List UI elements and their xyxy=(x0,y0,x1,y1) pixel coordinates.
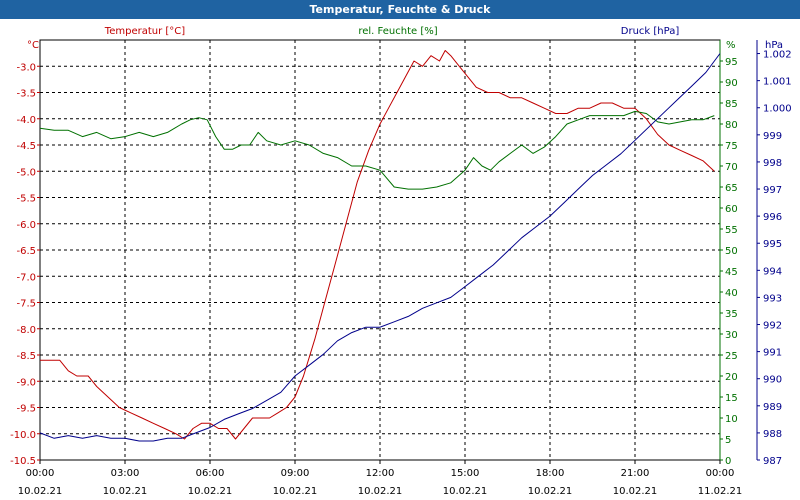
temperature-tick-label: -7.5 xyxy=(16,299,36,310)
humidity-axis-label: rel. Feuchte [%] xyxy=(358,26,437,37)
pressure-tick-label: 990 xyxy=(763,375,782,386)
humidity-tick-label: 30 xyxy=(725,330,738,341)
temperature-tick-label: -10.5 xyxy=(10,456,36,467)
humidity-tick-label: 90 xyxy=(725,78,738,89)
temperature-tick-label: -6.0 xyxy=(16,220,36,231)
x-tick-label-time: 18:00 xyxy=(536,468,565,479)
x-tick-label-time: 09:00 xyxy=(281,468,310,479)
temperature-tick-label: -3.0 xyxy=(16,62,36,73)
x-tick-label-date: 10.02.21 xyxy=(188,486,233,497)
pressure-tick-label: 987 xyxy=(763,456,782,467)
x-tick-label-date: 10.02.21 xyxy=(613,486,658,497)
humidity-tick-label: 15 xyxy=(725,393,738,404)
temperature-tick-label: -3.5 xyxy=(16,89,36,100)
pressure-tick-label: 988 xyxy=(763,429,782,440)
temperature-tick-label: -9.5 xyxy=(16,404,36,415)
temperature-tick-label: -5.0 xyxy=(16,167,36,178)
humidity-line xyxy=(39,110,715,190)
humidity-tick-label: 40 xyxy=(725,288,738,299)
x-tick-label-date: 11.02.21 xyxy=(698,486,743,497)
x-tick-label-time: 21:00 xyxy=(621,468,650,479)
pressure-axis-label: Druck [hPa] xyxy=(621,26,680,37)
x-tick-label-time: 12:00 xyxy=(366,468,395,479)
humidity-tick-label: 85 xyxy=(725,99,738,110)
temperature-tick-label: -9.0 xyxy=(16,377,36,388)
temperature-tick-label: -6.5 xyxy=(16,246,36,257)
humidity-tick-label: 35 xyxy=(725,309,738,320)
humidity-unit-label: % xyxy=(726,40,736,51)
temperature-tick-label: -4.0 xyxy=(16,115,36,126)
x-tick-label-time: 03:00 xyxy=(111,468,140,479)
humidity-tick-label: 80 xyxy=(725,120,738,131)
temperature-line xyxy=(40,50,715,440)
pressure-tick-label: 993 xyxy=(763,293,782,304)
temperature-axis-label: Temperatur [°C] xyxy=(104,26,185,37)
temperature-unit-label: °C xyxy=(27,40,39,51)
x-tick-label-date: 10.02.21 xyxy=(273,486,318,497)
pressure-tick-label: 999 xyxy=(763,131,782,142)
grid xyxy=(39,39,721,461)
x-tick-label-date: 10.02.21 xyxy=(443,486,488,497)
pressure-tick-label: 1.000 xyxy=(763,104,792,115)
temperature-tick-label: -8.5 xyxy=(16,351,36,362)
x-tick-label-time: 00:00 xyxy=(706,468,735,479)
pressure-line xyxy=(39,53,721,442)
humidity-tick-label: 10 xyxy=(725,414,738,425)
pressure-tick-label: 992 xyxy=(763,321,782,332)
x-tick-label-date: 10.02.21 xyxy=(103,486,148,497)
x-tick-label-date: 10.02.21 xyxy=(18,486,63,497)
humidity-tick-label: 25 xyxy=(725,351,738,362)
pressure-tick-label: 1.002 xyxy=(763,50,792,61)
temperature-tick-label: -5.5 xyxy=(16,194,36,205)
humidity-tick-label: 65 xyxy=(725,183,738,194)
humidity-tick-label: 95 xyxy=(725,57,738,68)
pressure-tick-label: 995 xyxy=(763,239,782,250)
x-tick-label-time: 00:00 xyxy=(26,468,55,479)
x-tick-label-date: 10.02.21 xyxy=(528,486,573,497)
pressure-tick-label: 991 xyxy=(763,348,782,359)
pressure-tick-label: 989 xyxy=(763,402,782,413)
temperature-tick-label: -10.0 xyxy=(10,430,36,441)
humidity-tick-label: 20 xyxy=(725,372,738,383)
pressure-tick-label: 994 xyxy=(763,266,782,277)
pressure-tick-label: 996 xyxy=(763,212,782,223)
series-lines xyxy=(39,50,721,442)
x-tick-label-time: 15:00 xyxy=(451,468,480,479)
humidity-tick-label: 70 xyxy=(725,162,738,173)
humidity-tick-label: 75 xyxy=(725,141,738,152)
pressure-tick-label: 998 xyxy=(763,158,782,169)
humidity-tick-label: 5 xyxy=(725,435,731,446)
pressure-tick-label: 997 xyxy=(763,185,782,196)
humidity-tick-label: 45 xyxy=(725,267,738,278)
temperature-tick-label: -7.0 xyxy=(16,272,36,283)
axes: 00:00 10.02.21 03:00 10.02.21 06:00 10.02.21 0… xyxy=(10,40,792,497)
x-tick-label-time: 06:00 xyxy=(196,468,225,479)
humidity-tick-label: 0 xyxy=(725,456,731,467)
humidity-tick-label: 55 xyxy=(725,225,738,236)
x-tick-label-date: 10.02.21 xyxy=(358,486,403,497)
pressure-unit-label: hPa xyxy=(765,40,783,51)
chart-title: Temperatur, Feuchte & Druck xyxy=(0,0,800,19)
temperature-tick-label: -8.0 xyxy=(16,325,36,336)
humidity-tick-label: 50 xyxy=(725,246,738,257)
humidity-tick-label: 60 xyxy=(725,204,738,215)
pressure-tick-label: 1.001 xyxy=(763,77,792,88)
temperature-tick-label: -4.5 xyxy=(16,141,36,152)
